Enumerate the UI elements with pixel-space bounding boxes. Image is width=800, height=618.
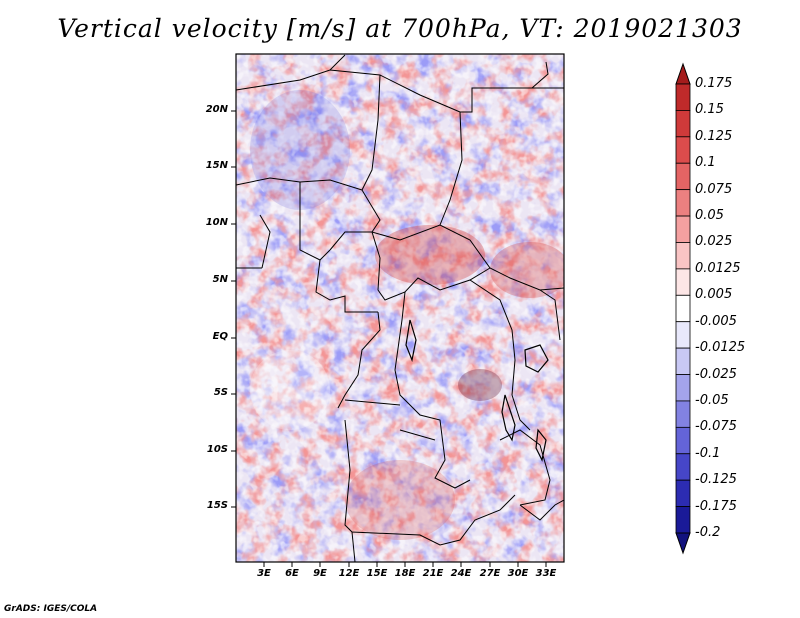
colorbar-label: 0.05: [695, 208, 724, 224]
colorbar-label: -0.2: [695, 525, 721, 540]
lon-label-6e: 6E: [285, 568, 299, 579]
lon-label-18e: 18E: [394, 568, 416, 579]
lon-label-15e: 15E: [366, 568, 388, 579]
lat-label-5s: 5S: [213, 387, 228, 398]
lat-label-10s: 10S: [206, 444, 228, 455]
colorbar-label: -0.175: [695, 498, 737, 514]
colorbar-label: 0.175: [695, 76, 733, 91]
colorbar-segment: [675, 83, 691, 111]
map-title: Vertical velocity [m/s] at 700hPa, VT: 2…: [57, 14, 743, 43]
colorbar-segment: [675, 268, 691, 296]
colorbar-label: 0.1: [695, 155, 716, 171]
lat-label-eq: EQ: [212, 331, 228, 342]
colorbar-segment: [675, 321, 691, 349]
lon-label-30e: 30E: [507, 568, 529, 579]
colorbar-segment: [675, 189, 691, 217]
colorbar-label: -0.125: [695, 472, 737, 488]
colorbar-label: 0.025: [695, 234, 733, 250]
colorbar-segment: [675, 374, 691, 402]
lat-label-15s: 15S: [206, 500, 228, 511]
colorbar-label: 0.075: [695, 181, 733, 197]
lat-label-20n: 20N: [205, 104, 228, 115]
colorbar-segment: [675, 110, 691, 138]
colorbar: [675, 62, 691, 555]
velocity-field: [236, 54, 564, 562]
colorbar-bottom-arrow: [675, 532, 691, 555]
colorbar-label: 0.005: [695, 287, 733, 303]
plot-frame: [235, 53, 565, 563]
lat-label-15n: 15N: [205, 160, 228, 171]
lat-label-5n: 5N: [212, 274, 228, 285]
lon-label-33e: 33E: [535, 568, 557, 579]
colorbar-label: 0.125: [695, 128, 733, 144]
lakes: [405, 319, 549, 462]
colorbar-label: 0.15: [695, 102, 724, 118]
colorbar-label: -0.0125: [695, 340, 746, 356]
lon-label-3e: 3E: [257, 568, 271, 579]
colorbar-segment: [675, 426, 691, 455]
lat-label-10n: 10N: [205, 217, 228, 228]
colorbar-segment: [675, 479, 691, 507]
colorbar-label: 0.0125: [695, 260, 741, 276]
colorbar-top-arrow: [675, 62, 691, 85]
colorbar-segment: [675, 453, 691, 481]
colorbar-segment: [675, 136, 691, 164]
colorbar-segment: [675, 506, 691, 534]
colorbar-segment: [675, 242, 691, 270]
colorbar-label: -0.1: [695, 445, 721, 461]
colorbar-segment: [675, 162, 691, 191]
lon-label-9e: 9E: [313, 568, 327, 579]
lon-label-12e: 12E: [338, 568, 360, 579]
colorbar-segment: [675, 347, 691, 375]
colorbar-label: -0.05: [695, 392, 729, 408]
footer-credit: GrADS: IGES/COLA: [4, 604, 98, 614]
lon-label-27e: 27E: [479, 568, 501, 579]
colorbar-label: -0.075: [695, 419, 737, 435]
lon-label-21e: 21E: [422, 568, 444, 579]
country-borders: [236, 54, 564, 562]
colorbar-label: -0.025: [695, 366, 737, 382]
lon-label-24e: 24E: [450, 568, 472, 579]
colorbar-segment: [675, 294, 691, 323]
colorbar-segment: [675, 215, 691, 243]
axis-ticks: [231, 110, 547, 567]
colorbar-segment: [675, 400, 691, 428]
colorbar-label: -0.005: [695, 313, 737, 329]
